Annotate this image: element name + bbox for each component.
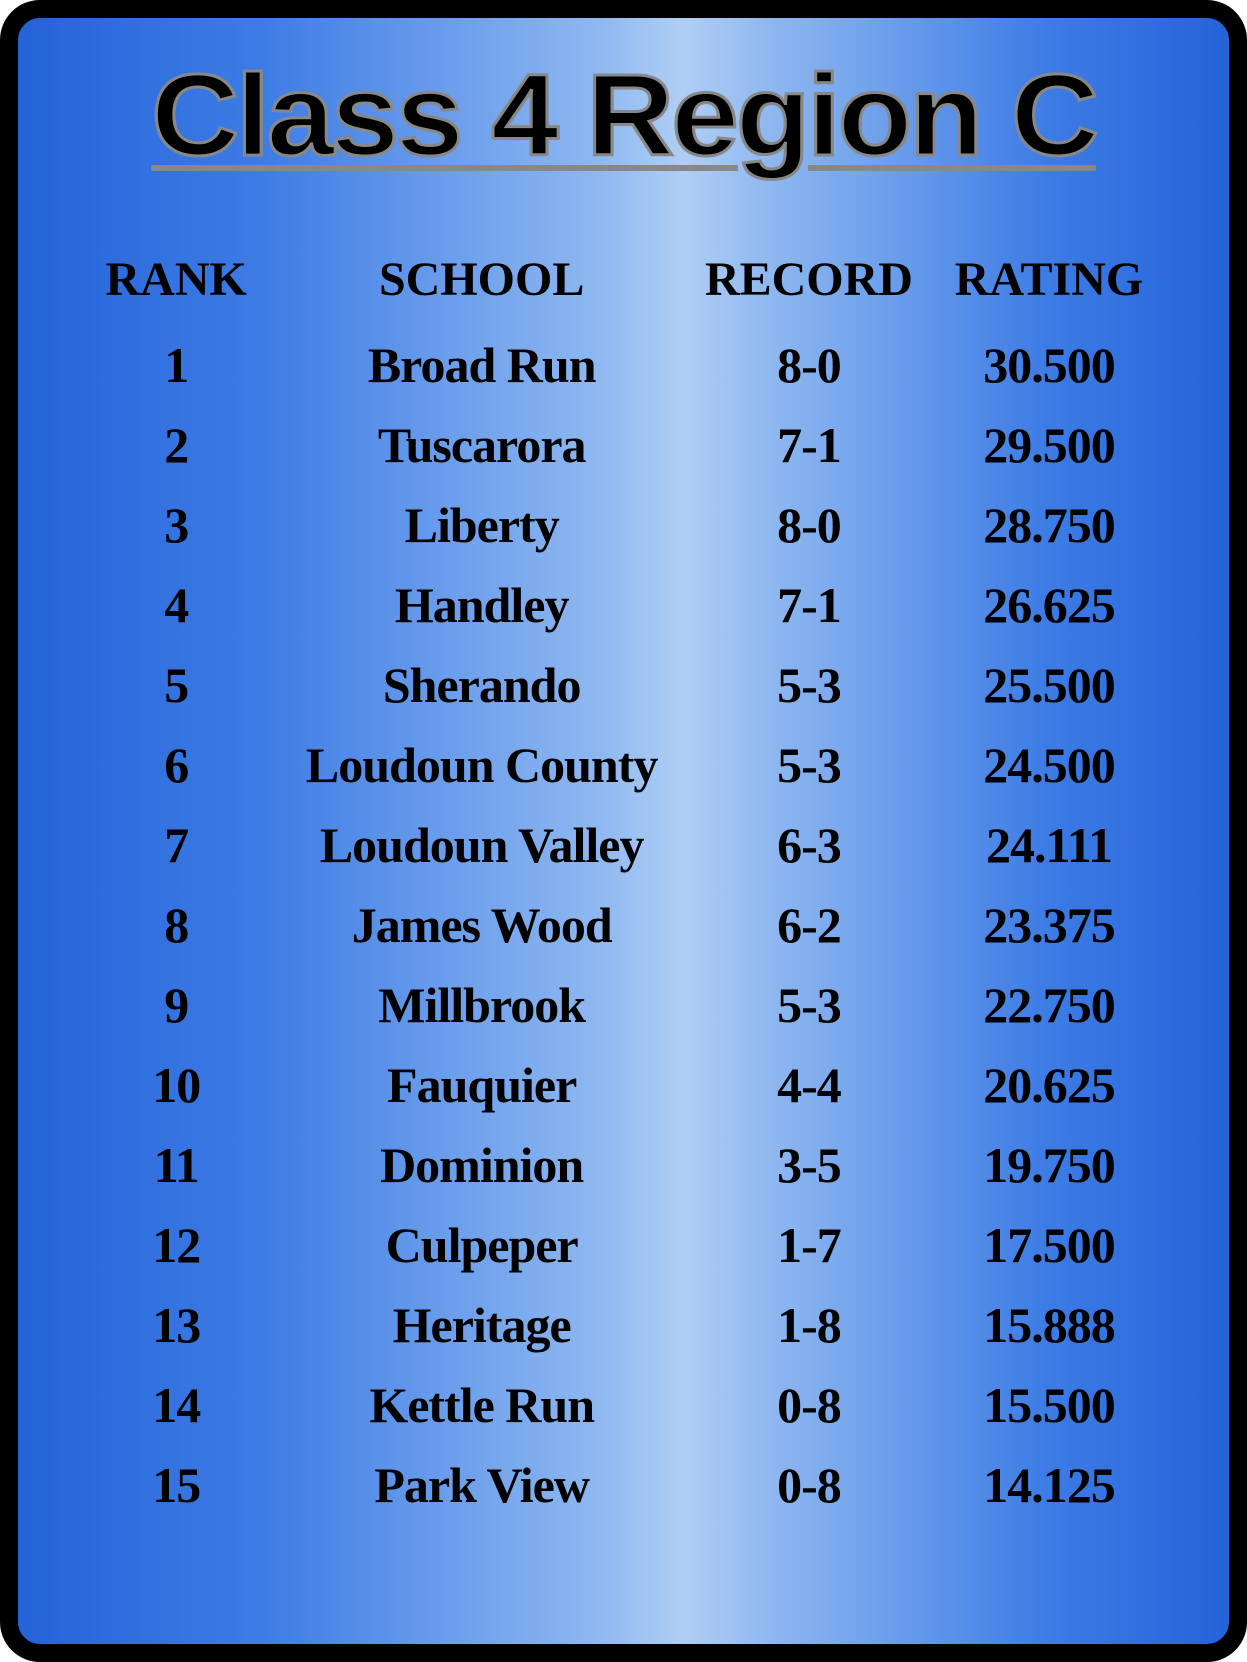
table-header-row: RANK SCHOOL RECORD RATING	[78, 242, 1169, 325]
cell-rating: 26.625	[929, 565, 1169, 645]
cell-school: Loudoun County	[274, 725, 689, 805]
cell-record: 4-4	[689, 1045, 929, 1125]
table-row: 8James Wood6-223.375	[78, 885, 1169, 965]
cell-rating: 23.375	[929, 885, 1169, 965]
cell-rank: 3	[78, 485, 274, 565]
table-row: 2Tuscarora7-129.500	[78, 405, 1169, 485]
cell-rank: 6	[78, 725, 274, 805]
cell-record: 3-5	[689, 1125, 929, 1205]
cell-rank: 12	[78, 1205, 274, 1285]
cell-rank: 8	[78, 885, 274, 965]
page-title: Class 4 Region C	[51, 48, 1197, 182]
cell-school: Heritage	[274, 1285, 689, 1365]
cell-rank: 2	[78, 405, 274, 485]
cell-school: Kettle Run	[274, 1365, 689, 1445]
table-row: 6Loudoun County5-324.500	[78, 725, 1169, 805]
cell-record: 7-1	[689, 405, 929, 485]
cell-school: Liberty	[274, 485, 689, 565]
cell-rank: 4	[78, 565, 274, 645]
table-row: 14Kettle Run0-815.500	[78, 1365, 1169, 1445]
cell-school: Tuscarora	[274, 405, 689, 485]
cell-rating: 30.500	[929, 325, 1169, 405]
cell-school: Fauquier	[274, 1045, 689, 1125]
cell-record: 6-3	[689, 805, 929, 885]
cell-rank: 10	[78, 1045, 274, 1125]
cell-rank: 9	[78, 965, 274, 1045]
cell-record: 8-0	[689, 325, 929, 405]
table-row: 12Culpeper1-717.500	[78, 1205, 1169, 1285]
table-row: 7Loudoun Valley6-324.111	[78, 805, 1169, 885]
cell-rating: 17.500	[929, 1205, 1169, 1285]
cell-rank: 14	[78, 1365, 274, 1445]
table-row: 5Sherando5-325.500	[78, 645, 1169, 725]
cell-rating: 19.750	[929, 1125, 1169, 1205]
cell-rating: 14.125	[929, 1445, 1169, 1525]
cell-school: James Wood	[274, 885, 689, 965]
cell-school: Loudoun Valley	[274, 805, 689, 885]
cell-record: 0-8	[689, 1445, 929, 1525]
cell-record: 0-8	[689, 1365, 929, 1445]
table-row: 13Heritage1-815.888	[78, 1285, 1169, 1365]
cell-record: 8-0	[689, 485, 929, 565]
cell-rating: 20.625	[929, 1045, 1169, 1125]
cell-rating: 29.500	[929, 405, 1169, 485]
cell-rank: 11	[78, 1125, 274, 1205]
cell-record: 5-3	[689, 725, 929, 805]
table-row: 9Millbrook5-322.750	[78, 965, 1169, 1045]
cell-rank: 5	[78, 645, 274, 725]
cell-rating: 22.750	[929, 965, 1169, 1045]
cell-record: 1-7	[689, 1205, 929, 1285]
cell-rating: 24.500	[929, 725, 1169, 805]
cell-school: Dominion	[274, 1125, 689, 1205]
table-body: 1Broad Run8-030.500 2Tuscarora7-129.500 …	[78, 325, 1169, 1525]
cell-rank: 13	[78, 1285, 274, 1365]
header-record: RECORD	[689, 242, 929, 325]
table-row: 1Broad Run8-030.500	[78, 325, 1169, 405]
header-rating: RATING	[929, 242, 1169, 325]
cell-rating: 15.500	[929, 1365, 1169, 1445]
cell-rating: 15.888	[929, 1285, 1169, 1365]
table-row: 15Park View0-814.125	[78, 1445, 1169, 1525]
cell-school: Millbrook	[274, 965, 689, 1045]
rankings-table: RANK SCHOOL RECORD RATING 1Broad Run8-03…	[78, 242, 1169, 1525]
cell-school: Culpeper	[274, 1205, 689, 1285]
cell-record: 6-2	[689, 885, 929, 965]
cell-record: 5-3	[689, 965, 929, 1045]
cell-record: 1-8	[689, 1285, 929, 1365]
cell-rank: 7	[78, 805, 274, 885]
cell-rank: 1	[78, 325, 274, 405]
cell-record: 7-1	[689, 565, 929, 645]
cell-school: Broad Run	[274, 325, 689, 405]
cell-rating: 28.750	[929, 485, 1169, 565]
table-row: 3Liberty8-028.750	[78, 485, 1169, 565]
rankings-panel: Class 4 Region C RANK SCHOOL RECORD RATI…	[0, 0, 1247, 1662]
header-rank: RANK	[78, 242, 274, 325]
cell-school: Handley	[274, 565, 689, 645]
table-row: 11Dominion3-519.750	[78, 1125, 1169, 1205]
header-school: SCHOOL	[274, 242, 689, 325]
table-row: 10Fauquier4-420.625	[78, 1045, 1169, 1125]
table-row: 4Handley7-126.625	[78, 565, 1169, 645]
cell-school: Sherando	[274, 645, 689, 725]
cell-rank: 15	[78, 1445, 274, 1525]
cell-school: Park View	[274, 1445, 689, 1525]
cell-rating: 25.500	[929, 645, 1169, 725]
cell-rating: 24.111	[929, 805, 1169, 885]
cell-record: 5-3	[689, 645, 929, 725]
